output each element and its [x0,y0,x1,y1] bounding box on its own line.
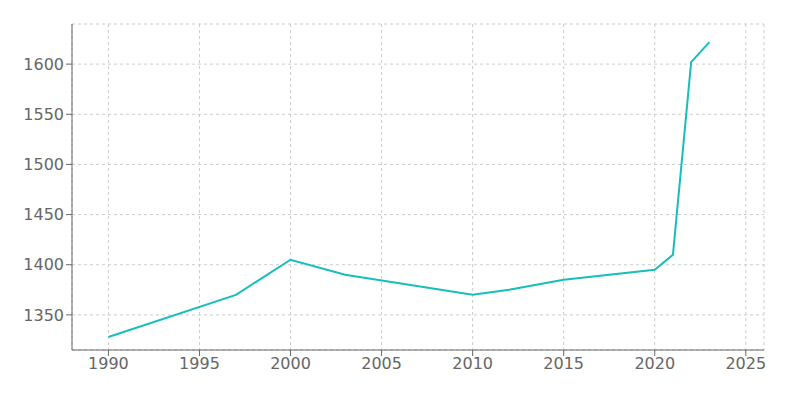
svg-text:2020: 2020 [634,354,675,373]
svg-text:1350: 1350 [23,306,64,325]
svg-text:1450: 1450 [23,205,64,224]
svg-text:1550: 1550 [23,105,64,124]
svg-text:2005: 2005 [361,354,402,373]
svg-text:2000: 2000 [270,354,311,373]
svg-text:1400: 1400 [23,255,64,274]
svg-text:2025: 2025 [725,354,766,373]
svg-text:1995: 1995 [179,354,220,373]
svg-text:2015: 2015 [543,354,584,373]
svg-text:2010: 2010 [452,354,493,373]
svg-text:1500: 1500 [23,155,64,174]
svg-text:1600: 1600 [23,55,64,74]
svg-text:1990: 1990 [88,354,129,373]
